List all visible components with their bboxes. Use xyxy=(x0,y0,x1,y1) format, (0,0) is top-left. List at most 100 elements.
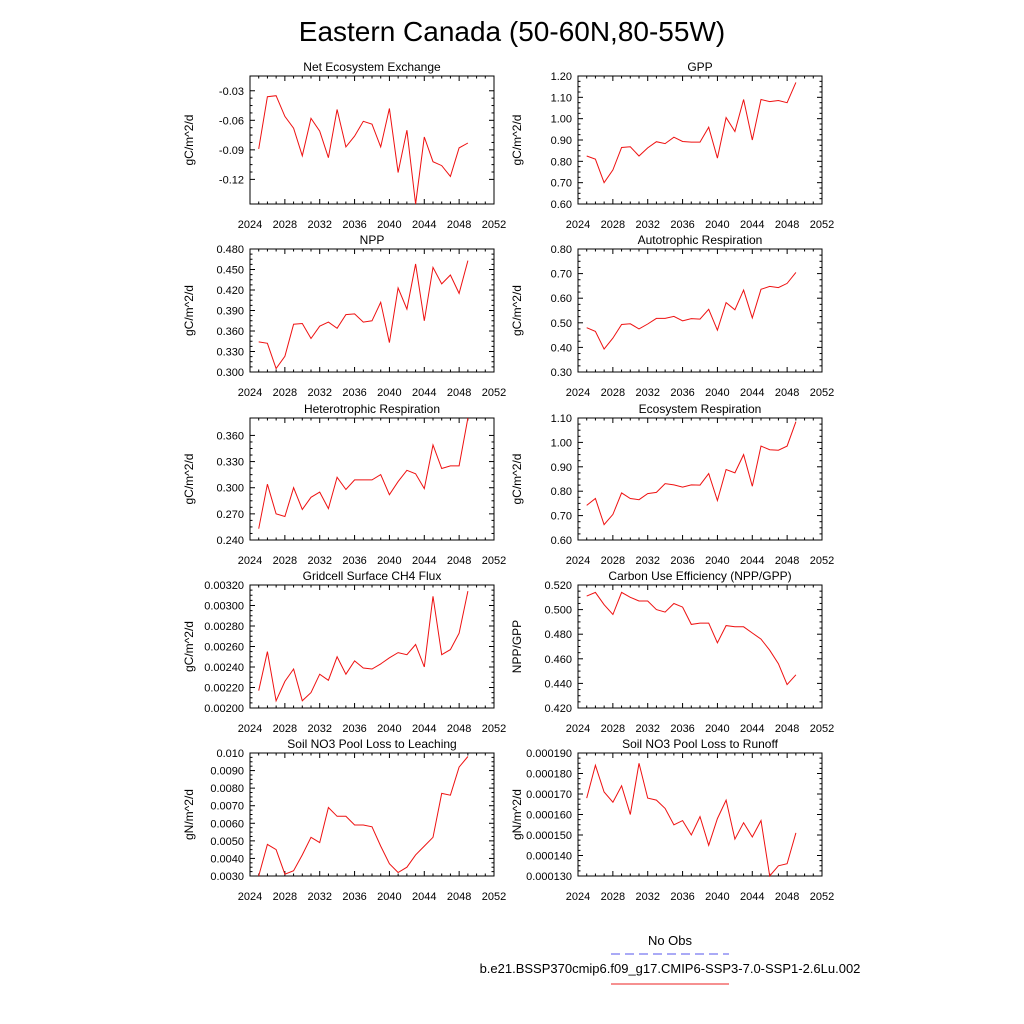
y-tick-label: 0.0060 xyxy=(210,818,244,830)
x-tick-label: 2048 xyxy=(447,723,471,735)
x-tick-label: 2036 xyxy=(670,891,694,903)
series-line-heterotrophic-respiration xyxy=(258,417,469,529)
plot-frame xyxy=(249,584,495,709)
series-line-soil-no3-pool-loss-to-leaching xyxy=(258,756,469,877)
x-tick-label: 2044 xyxy=(412,555,436,567)
panel-carbon-use-efficiency-npp-gpp: Carbon Use Efficiency (NPP/GPP) NPP/GPP 20… xyxy=(510,569,834,735)
panel-heterotrophic-respiration: Heterotrophic Respiration gC/m^2/d 2024 202… xyxy=(182,402,506,567)
x-tick-label: 2040 xyxy=(377,891,401,903)
legend-label-model-run: b.e21.BSSP370cmip6.f09_g17.CMIP6-SSP3-7.… xyxy=(480,961,861,976)
x-tick-label: 2028 xyxy=(273,891,297,903)
x-tick-label: 2028 xyxy=(273,219,297,231)
plot-frame xyxy=(249,75,495,205)
panel-title: Autotrophic Respiration xyxy=(638,233,763,247)
panel-title: Net Ecosystem Exchange xyxy=(303,60,441,74)
panels: Net Ecosystem Exchange gC/m^2/d 2024 2028 20… xyxy=(182,60,834,903)
y-tick-label: 0.00300 xyxy=(204,601,244,613)
series-line-carbon-use-efficiency-npp-gpp xyxy=(586,591,797,686)
x-tick-label: 2044 xyxy=(740,555,764,567)
x-tick-label: 2052 xyxy=(810,555,834,567)
y-axis-label: gC/m^2/d xyxy=(510,285,524,336)
y-tick-label: 1.10 xyxy=(551,413,572,425)
y-tick-label: 0.0070 xyxy=(210,801,244,813)
x-tick-label: 2052 xyxy=(810,891,834,903)
y-tick-label: 0.70 xyxy=(551,269,572,281)
plot-frame xyxy=(577,417,823,541)
x-tick-label: 2024 xyxy=(566,555,590,567)
x-tick-label: 2052 xyxy=(482,723,506,735)
y-tick-label: 0.0090 xyxy=(210,766,244,778)
panel-soil-no3-pool-loss-to-runoff: Soil NO3 Pool Loss to Runoff gN/m^2/d 2024… xyxy=(510,737,834,903)
y-tick-label: -0.09 xyxy=(219,145,244,157)
x-tick-label: 2052 xyxy=(810,723,834,735)
series-line-gridcell-surface-ch4-flux xyxy=(258,590,469,703)
panel-soil-no3-pool-loss-to-leaching: Soil NO3 Pool Loss to Leaching gN/m^2/d 20… xyxy=(182,737,506,903)
x-tick-label: 2032 xyxy=(635,387,659,399)
y-tick-label: 0.480 xyxy=(544,629,572,641)
panel-title: Heterotrophic Respiration xyxy=(304,402,440,416)
x-tick-label: 2024 xyxy=(566,387,590,399)
x-tick-label: 2040 xyxy=(377,219,401,231)
y-axis-label: gC/m^2/d xyxy=(182,285,196,336)
y-tick-label: 0.000190 xyxy=(526,748,572,760)
series-line-autotrophic-respiration xyxy=(586,272,797,351)
x-tick-label: 2044 xyxy=(412,387,436,399)
y-tick-label: 0.010 xyxy=(216,748,244,760)
panel-title: Carbon Use Efficiency (NPP/GPP) xyxy=(608,569,791,583)
x-tick-label: 2028 xyxy=(601,891,625,903)
plot-frame xyxy=(577,248,823,373)
panel-title: Soil NO3 Pool Loss to Leaching xyxy=(287,737,456,751)
y-tick-label: 0.0040 xyxy=(210,853,244,865)
x-tick-label: 2052 xyxy=(482,555,506,567)
series-line-soil-no3-pool-loss-to-runoff xyxy=(586,763,797,878)
x-tick-label: 2036 xyxy=(670,555,694,567)
x-tick-label: 2048 xyxy=(775,891,799,903)
y-tick-label: 0.330 xyxy=(216,347,244,359)
series-line-net-ecosystem-exchange xyxy=(258,95,469,205)
y-tick-label: 0.40 xyxy=(551,342,572,354)
x-tick-label: 2032 xyxy=(307,219,331,231)
x-tick-label: 2032 xyxy=(635,555,659,567)
x-tick-label: 2044 xyxy=(740,891,764,903)
x-tick-label: 2032 xyxy=(635,891,659,903)
y-tick-label: 0.70 xyxy=(551,511,572,523)
panel-title: GPP xyxy=(687,60,712,74)
y-axis-label: gC/m^2/d xyxy=(182,621,196,672)
y-tick-label: 0.440 xyxy=(544,678,572,690)
y-tick-label: 0.360 xyxy=(216,326,244,338)
y-tick-label: 0.90 xyxy=(551,135,572,147)
x-tick-label: 2024 xyxy=(238,555,262,567)
x-tick-label: 2036 xyxy=(670,387,694,399)
x-tick-label: 2036 xyxy=(342,555,366,567)
plot-frame xyxy=(249,248,495,373)
x-tick-label: 2040 xyxy=(377,723,401,735)
y-tick-label: 0.450 xyxy=(216,265,244,277)
series-line-npp xyxy=(258,260,469,370)
legend: No Obs b.e21.BSSP370cmip6.f09_g17.CMIP6-… xyxy=(480,933,861,985)
y-tick-label: 1.00 xyxy=(551,437,572,449)
x-tick-label: 2024 xyxy=(238,219,262,231)
y-tick-label: 0.520 xyxy=(544,580,572,592)
y-tick-label: 1.00 xyxy=(551,114,572,126)
x-tick-label: 2048 xyxy=(775,723,799,735)
y-tick-label: 1.10 xyxy=(551,92,572,104)
panel-npp: NPP gC/m^2/d 2024 2028 2032 2036 2040 2044 2048 2… xyxy=(182,233,506,399)
x-tick-label: 2044 xyxy=(412,723,436,735)
series-line-gpp xyxy=(586,82,797,184)
x-tick-label: 2032 xyxy=(307,555,331,567)
panel-title: Ecosystem Respiration xyxy=(639,402,762,416)
x-tick-label: 2044 xyxy=(412,891,436,903)
x-tick-label: 2048 xyxy=(447,555,471,567)
x-tick-label: 2036 xyxy=(670,723,694,735)
y-tick-label: 0.80 xyxy=(551,156,572,168)
x-tick-label: 2028 xyxy=(601,387,625,399)
x-tick-label: 2048 xyxy=(447,387,471,399)
y-tick-label: 0.480 xyxy=(216,244,244,256)
y-tick-label: 0.000130 xyxy=(526,871,572,883)
y-tick-label: 0.000170 xyxy=(526,789,572,801)
x-tick-label: 2048 xyxy=(775,219,799,231)
y-tick-label: 0.00280 xyxy=(204,621,244,633)
x-tick-label: 2028 xyxy=(273,387,297,399)
x-tick-label: 2032 xyxy=(635,219,659,231)
